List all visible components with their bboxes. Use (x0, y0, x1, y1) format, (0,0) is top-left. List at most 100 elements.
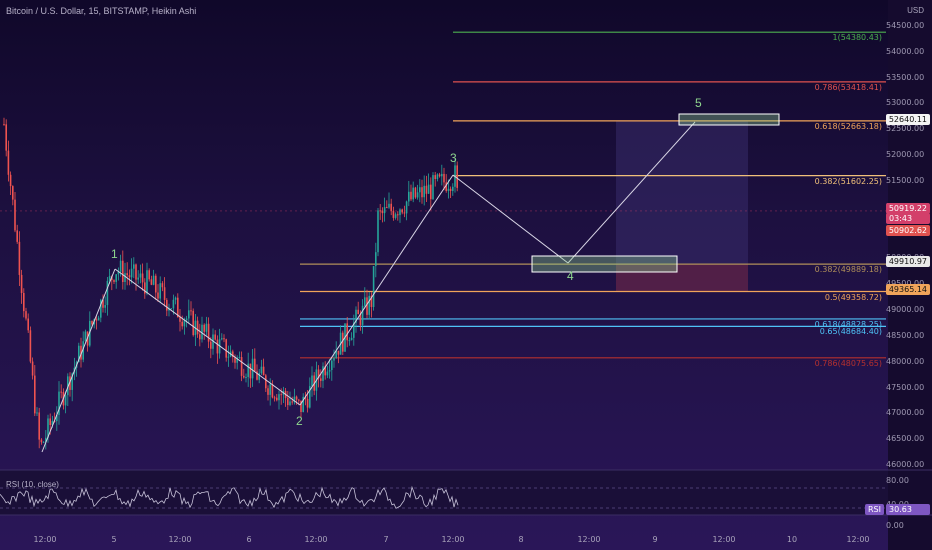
candle-body (335, 350, 337, 358)
candle-body (144, 282, 146, 294)
candle-body (416, 192, 419, 198)
candle-body (163, 287, 166, 300)
wave4-price-badge: 49910.97 (885, 256, 930, 267)
candle-body (102, 299, 104, 308)
wave-label-3: 3 (450, 151, 457, 165)
candle-body (375, 252, 377, 267)
chart-title: Bitcoin / U.S. Dollar, 15, BITSTAMP, Hei… (6, 6, 197, 16)
wave-label-5: 5 (695, 96, 702, 110)
candle-body (34, 375, 36, 414)
candle-body (223, 338, 225, 340)
candle-body (324, 366, 326, 376)
wave-line (299, 174, 454, 406)
candle-body (320, 378, 322, 381)
time-tick: 5 (111, 535, 117, 544)
support-price-badge: 49365.14 (885, 284, 930, 295)
candle-body (243, 375, 245, 378)
candle-body (36, 412, 38, 414)
current-price-badge: 50919.22 (885, 203, 930, 214)
candle-body (124, 273, 126, 282)
candle-body (366, 297, 368, 315)
rsi-badge: RSI (865, 504, 884, 515)
target-price-badge: 52640.11 (885, 114, 930, 125)
candle-body (346, 323, 348, 341)
candle-body (27, 318, 29, 331)
candle-body (438, 174, 441, 177)
candle-body (280, 394, 282, 396)
candle-body (311, 375, 313, 387)
candle-body (225, 339, 227, 358)
candle-body (119, 260, 122, 272)
rsi-tick: 80.00 (886, 476, 909, 485)
candle-body (434, 175, 436, 180)
candle-body (7, 150, 10, 175)
fib-level-label: 0.786(53418.41) (814, 82, 882, 92)
candle-body (364, 297, 366, 306)
candle-body (359, 314, 362, 325)
wave-line (567, 121, 696, 264)
time-tick: 12:00 (168, 535, 192, 544)
fib-level-label: 0.618(48828.25) (814, 319, 882, 329)
time-tick: 12:00 (304, 535, 328, 544)
candle-body (258, 373, 260, 380)
candle-body (157, 292, 159, 299)
candle-body (298, 399, 300, 401)
candle-body (390, 203, 392, 211)
candle-body (353, 322, 355, 338)
candle-body (18, 241, 21, 275)
candle-body (25, 311, 27, 319)
candle-body (421, 187, 423, 198)
candle-body (394, 214, 397, 218)
candle-body (205, 323, 208, 332)
candle-body (361, 305, 364, 325)
candle-body (3, 124, 5, 126)
candle-body (14, 199, 16, 231)
candle-body (20, 274, 23, 293)
candle-body (271, 384, 274, 398)
countdown-badge: 03:43 (886, 213, 930, 224)
candle-body (155, 275, 157, 293)
price-tick: 47500.00 (886, 382, 925, 392)
candle-body (232, 351, 234, 358)
candle-body (333, 357, 335, 361)
price-tick: 54500.00 (886, 21, 925, 30)
candle-body (236, 357, 238, 363)
candle-body (60, 391, 62, 393)
candle-body (168, 308, 170, 311)
price-tick: 49000.00 (886, 305, 925, 315)
candle-body (302, 396, 304, 413)
candle-body (38, 412, 40, 440)
candle-body (80, 345, 82, 360)
candle-body (403, 212, 406, 214)
candle-body (379, 210, 381, 212)
candle-body (273, 397, 276, 399)
candle-body (190, 310, 192, 312)
candle-body (276, 397, 278, 401)
candle-body (245, 376, 247, 378)
candle-body (412, 187, 414, 200)
candle-body (399, 209, 401, 216)
time-tick: 7 (383, 535, 389, 544)
candle-body (445, 182, 447, 191)
candle-body (386, 207, 388, 209)
candle-body (370, 295, 373, 308)
candle-body (342, 332, 344, 352)
candle-body (388, 203, 390, 208)
candle-body (449, 188, 452, 191)
candle-body (443, 173, 445, 183)
fib-level-label: 0.382(49889.18) (814, 265, 882, 275)
candle-body (183, 320, 186, 327)
candle-body (372, 266, 375, 308)
candle-body (78, 345, 80, 363)
candle-body (348, 340, 351, 342)
candle-body (432, 175, 434, 200)
candle-body (100, 299, 102, 318)
price-tick: 46000.00 (886, 460, 925, 469)
candle-body (251, 358, 254, 379)
candle-body (309, 386, 311, 408)
candle-body (295, 396, 298, 400)
candle-body (188, 310, 190, 319)
candle-body (337, 350, 340, 355)
candle-body (414, 187, 417, 198)
